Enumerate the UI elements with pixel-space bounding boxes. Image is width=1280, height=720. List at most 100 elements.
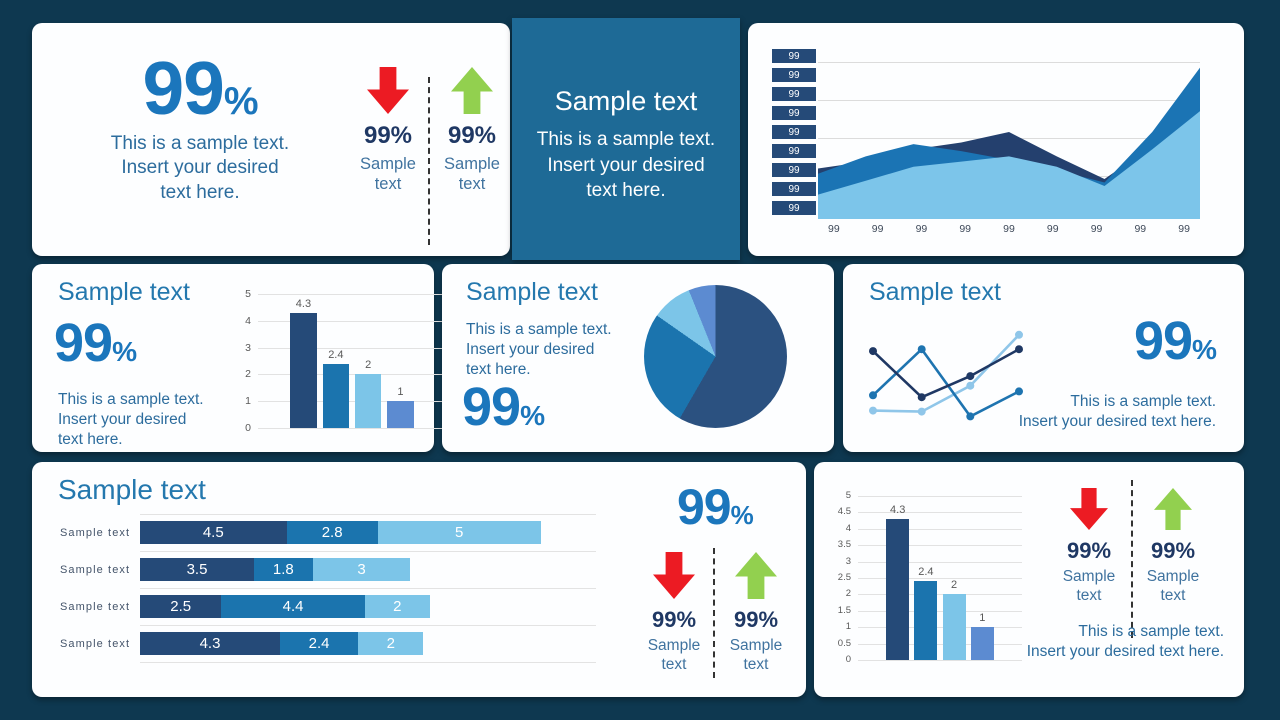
x-axis-label: 99: [1178, 223, 1190, 235]
kpi-main: 99% This is a sample text. Insert your d…: [54, 49, 346, 206]
bar-value-label: 4.3: [295, 297, 312, 310]
stacked-bar-row: Sample text 4.3 2.4 2: [60, 625, 596, 662]
bar-segment: 1.8: [254, 558, 313, 581]
pie-chart: [644, 285, 787, 428]
area-chart-plot: [818, 45, 1200, 219]
trend-down-badge: 99% Sample text: [639, 552, 709, 675]
arrow-down-icon: [653, 552, 695, 599]
card-title: Sample text: [869, 278, 1002, 306]
overview-description: This is a sample text. Insert your desir…: [58, 391, 204, 448]
trend-down-label: Sample text: [1062, 568, 1116, 604]
dashed-divider: [713, 548, 715, 678]
y-axis-chip: 99: [772, 49, 816, 63]
area-chart-card: 99 99 99 99 99 99 99 99 99 99 99 99 99 99 99 99 99 99: [748, 23, 1244, 256]
compare-description: This is a sample text. Insert your desir…: [1018, 393, 1216, 430]
gridline: [140, 662, 596, 663]
data-point: [1015, 345, 1023, 354]
line-dark: [872, 348, 1020, 399]
gridline: [858, 561, 1022, 563]
arrow-down-icon: [367, 67, 409, 114]
trend-down-value: 99%: [1066, 538, 1112, 563]
compare-value: 99%: [1133, 311, 1217, 371]
gridline: [858, 512, 1022, 514]
trend-up-badge: 99% Sample text: [438, 67, 506, 194]
y-axis-chip: 99: [772, 87, 816, 101]
y-tick-label: 0: [845, 654, 851, 665]
stacked-bar-row: Sample text 3.5 1.8 3: [60, 551, 596, 588]
gridline: [258, 347, 446, 349]
area-chart-x-axis: 99 99 99 99 99 99 99 99 99: [818, 223, 1200, 235]
x-axis-label: 99: [915, 223, 928, 235]
progress-card: Sample text Sample text 4.5 2.8 5 Sample tex…: [32, 462, 806, 697]
row-label: Sample text: [60, 637, 131, 650]
gridline: [818, 100, 1200, 101]
progress-value: 99%: [677, 479, 754, 535]
trend-up-badge: 99% Sample text: [1140, 488, 1206, 606]
trend-up-label: Sample text: [729, 637, 783, 673]
y-tick-label: 3: [845, 555, 851, 567]
gridline: [858, 545, 1022, 547]
kpi-card: 99% This is a sample text. Insert your d…: [32, 23, 510, 256]
y-tick-label: 1: [245, 395, 251, 408]
bar-segment: 5: [377, 521, 541, 544]
y-tick-label: 5: [845, 490, 851, 501]
area-chart: [818, 67, 1200, 219]
gridline: [858, 610, 1022, 612]
y-axis-chip: 99: [772, 201, 816, 215]
y-axis-chip: 99: [772, 163, 816, 177]
x-axis-label: 99: [1003, 223, 1015, 235]
bar-segment: 4.5: [140, 521, 287, 544]
column-bar: [886, 519, 910, 660]
x-axis-label: 99: [828, 223, 840, 235]
column-bar: [970, 627, 994, 660]
arrow-down-icon: [1070, 488, 1108, 530]
gridline: [258, 374, 446, 376]
data-point: [1015, 387, 1023, 396]
line-light: [872, 333, 1020, 413]
y-axis-chip: 99: [772, 68, 816, 82]
x-axis-label: 99: [1134, 223, 1147, 235]
column-bar: [290, 312, 317, 428]
bar-segment: 2: [358, 632, 424, 655]
data-point: [966, 412, 975, 421]
stacked-bar: 4.3 2.4 2: [140, 632, 596, 655]
x-axis-label: 99: [959, 223, 972, 235]
dashed-divider: [1131, 480, 1133, 638]
y-tick-label: 4: [845, 522, 851, 534]
gridline: [140, 588, 596, 589]
y-tick-label: 3.5: [837, 539, 851, 551]
bar-value-label: 1: [397, 386, 404, 399]
gridline: [858, 660, 1022, 661]
column-bar: [322, 363, 349, 428]
stacked-bar-row: Sample text 2.5 4.4 2: [60, 588, 596, 625]
bar-segment: 4.3: [140, 632, 281, 655]
bar-segment: 2.8: [286, 521, 378, 544]
trend-down-label: Sample text: [647, 637, 701, 673]
data-point: [917, 345, 926, 354]
arrow-up-icon: [1154, 488, 1192, 530]
line-medium: [872, 347, 1020, 419]
y-tick-label: 4.5: [837, 506, 851, 518]
bar-value-label: 2: [951, 579, 958, 592]
arrow-up-icon: [735, 552, 777, 599]
stacked-bar: 3.5 1.8 3: [140, 558, 596, 581]
row-label: Sample text: [60, 526, 131, 539]
y-tick-label: 0.5: [837, 637, 851, 649]
gridline: [818, 62, 1200, 63]
data-point: [869, 406, 877, 415]
series-light: [818, 111, 1200, 219]
share-card: Sample text This is a sample text. Inser…: [442, 264, 834, 452]
y-tick-label: 2: [845, 588, 851, 600]
bar-segment: 2.5: [140, 595, 222, 618]
data-point: [869, 391, 877, 400]
y-axis-chip: 99: [772, 106, 816, 120]
x-axis-label: 99: [1046, 223, 1059, 235]
share-value: 99%: [462, 377, 545, 437]
gridline: [258, 320, 446, 322]
data-point: [869, 347, 877, 356]
stacked-bar: 4.5 2.8 5: [140, 521, 596, 544]
gridline: [140, 551, 596, 552]
bar-value-label: 2: [365, 359, 372, 372]
column-bar: [355, 374, 382, 428]
arrow-up-icon: [451, 67, 493, 114]
